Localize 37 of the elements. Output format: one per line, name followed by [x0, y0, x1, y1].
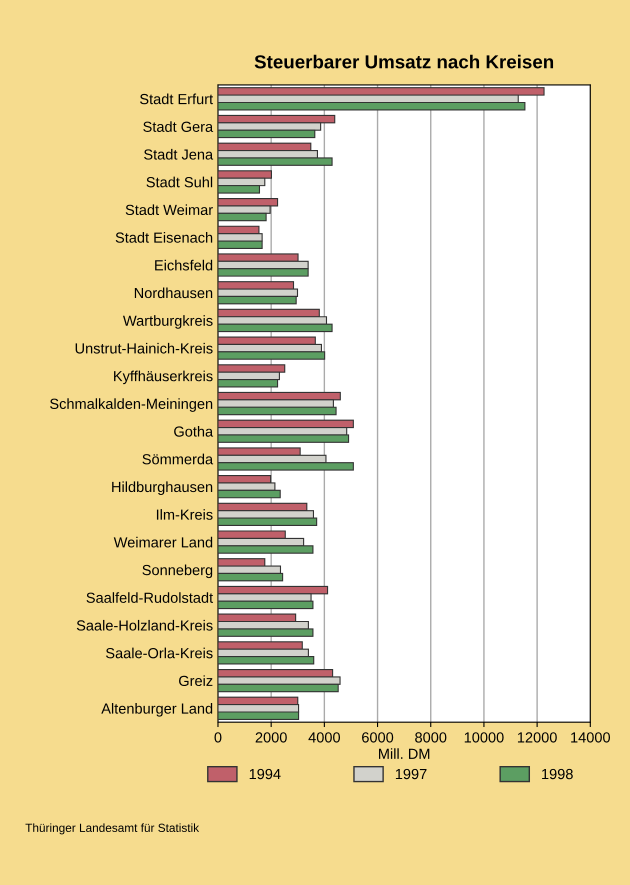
y-tick-label: Sonneberg — [142, 564, 212, 578]
x-tick-label: 6000 — [362, 732, 394, 743]
text: Thüringer Landesamt für Statistik — [25, 823, 200, 834]
x-tick-label: 8000 — [415, 732, 446, 743]
x-tick-label: 10000 — [464, 732, 504, 743]
y-tick-label: Ilm-Kreis — [156, 509, 213, 520]
y-tick-label: Stadt Erfurt — [140, 94, 214, 104]
y-tick-label: Stadt Weimar — [126, 204, 213, 216]
y-tick-label: Saale-Holzland-Kreis — [76, 620, 213, 631]
legend-label: 1998 — [542, 768, 573, 780]
y-tick-label: Stadt Jena — [144, 148, 214, 160]
y-tick-label: Wartburgkreis — [122, 315, 213, 329]
x-tick-label: 12000 — [518, 732, 557, 743]
y-tick-label: Stadt Suhl — [146, 176, 212, 188]
y-tick-label: Saalfeld-Rudolstadt — [86, 592, 214, 603]
chart-title: Steuerbarer Umsatz nach Kreisen — [254, 54, 554, 68]
x-tick-label: 4000 — [308, 732, 340, 743]
x-tick-label: 0 — [214, 732, 222, 743]
x-tick-label: 2000 — [256, 732, 287, 743]
legend-label: 1994 — [250, 768, 281, 780]
y-tick-label: Schmalkalden-Meiningen — [50, 398, 212, 412]
y-tick-label: Stadt Eisenach — [116, 232, 212, 243]
y-tick-label: Eichsfeld — [155, 260, 212, 270]
y-tick-label: Gotha — [174, 426, 214, 437]
x-tick-label: 14000 — [571, 732, 610, 743]
y-tick-label: Nordhausen — [134, 287, 212, 298]
y-tick-label: Saale-Orla-Kreis — [106, 648, 213, 658]
y-tick-label: Stadt Gera — [143, 121, 214, 132]
y-tick-label: Unstrut-Hainich-Kreis — [76, 342, 213, 354]
legend-label: 1997 — [396, 768, 427, 780]
y-tick-label: Hildburghausen — [112, 481, 212, 495]
y-tick-label: Altenburger Land — [101, 703, 212, 717]
y-tick-label: Sömmerda — [142, 454, 214, 464]
y-tick-label: Kyffhäuserkreis — [114, 370, 213, 384]
y-tick-label: Greiz — [179, 675, 212, 686]
x-axis-title: Mill. DM — [379, 748, 430, 759]
y-tick-label: Weimarer Land — [114, 536, 212, 548]
